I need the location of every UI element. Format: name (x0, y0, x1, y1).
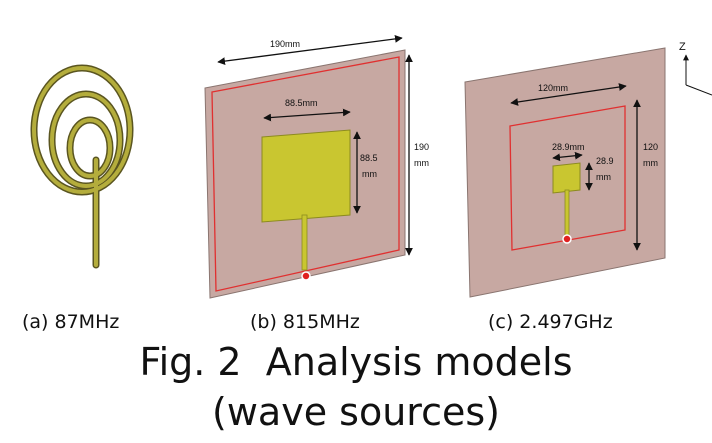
axis-label: Z (679, 41, 686, 53)
dimension-label: mm (596, 172, 611, 182)
dimension-label: 190mm (270, 39, 300, 49)
dimension-label: 88.5 (360, 153, 378, 163)
dimension-label: 120mm (538, 83, 568, 93)
panel-caption: (b) 815MHz (250, 311, 360, 333)
dimension-label: mm (643, 158, 658, 168)
panel-caption: (c) 2.497GHz (488, 311, 613, 333)
coil-antenna (34, 68, 130, 265)
dimension-label: 120 (643, 142, 658, 152)
dimension-label: 88.5mm (285, 98, 318, 108)
figure: 190mm 88.5mm 88.5 mm 190 mm 120mm 28.9mm… (0, 0, 712, 443)
dimension-label: 190 (414, 142, 429, 152)
dimension-label: mm (414, 158, 429, 168)
figure-caption: Fig. 2 Analysis models (139, 340, 572, 384)
figure-caption: (wave sources) (212, 390, 500, 434)
dimension-label: mm (362, 169, 377, 179)
dimension-label: 28.9 (596, 156, 614, 166)
dimension-label: 28.9mm (552, 142, 585, 152)
panel-caption: (a) 87MHz (22, 311, 119, 333)
axis-indicator (686, 55, 712, 95)
patch-antenna-b (205, 38, 409, 298)
